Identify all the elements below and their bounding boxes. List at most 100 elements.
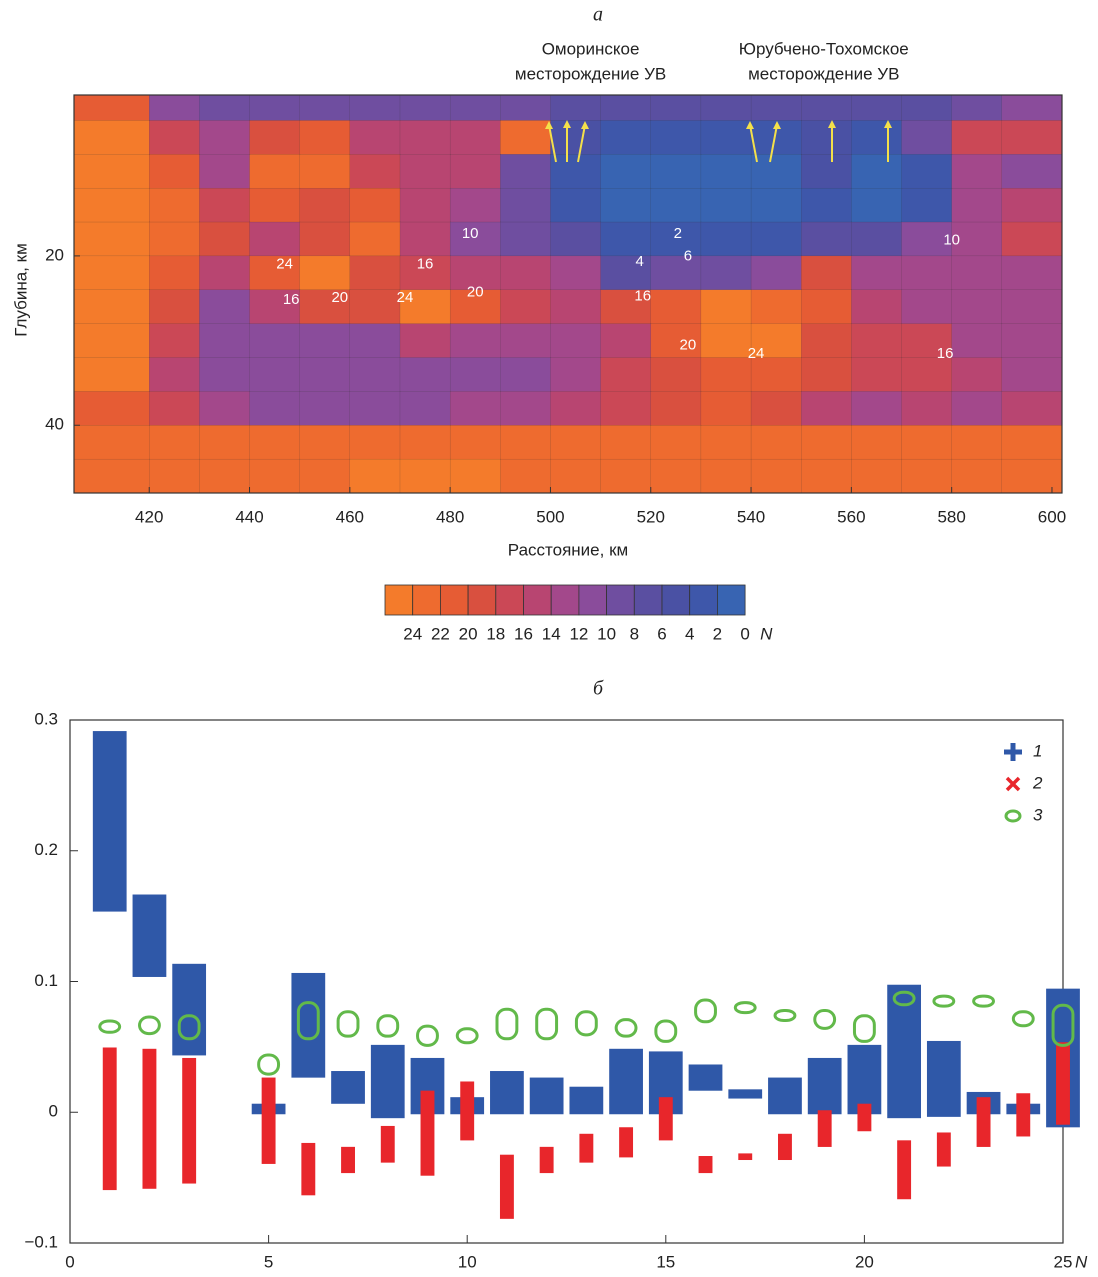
range-cross <box>539 1146 554 1174</box>
contour-cell <box>349 95 401 122</box>
contour-cell <box>449 425 501 460</box>
contour-cell <box>449 120 501 155</box>
contour-cell <box>199 425 251 460</box>
contour-cell <box>951 458 1003 493</box>
contour-cell <box>750 255 802 291</box>
contour-label: 20 <box>680 337 697 354</box>
contour-cell <box>700 120 752 155</box>
x-tick-label: 480 <box>436 507 464 526</box>
contour-cell <box>901 120 953 155</box>
contour-cell <box>650 187 702 223</box>
contour-cell <box>550 221 602 257</box>
contour-cell <box>750 357 802 393</box>
contour-cell <box>851 458 903 493</box>
contour-cell <box>500 255 552 291</box>
range-plus <box>490 1071 524 1115</box>
y-tick-label: 20 <box>45 245 64 264</box>
contour-cell <box>199 289 251 325</box>
contour-cell <box>149 357 201 393</box>
x-tick-label: 0 <box>65 1252 74 1271</box>
contour-cell <box>901 458 953 493</box>
contour-cell <box>74 95 150 122</box>
range-circle <box>1051 1003 1075 1047</box>
colorbar-box <box>689 584 718 616</box>
contour-cell <box>550 255 602 291</box>
contour-cell <box>1001 120 1062 155</box>
range-circle <box>455 1027 479 1045</box>
contour-cell <box>399 458 451 493</box>
colorbar-label: 8 <box>630 624 639 643</box>
contour-cell <box>750 391 802 426</box>
y-tick-label: 0.1 <box>34 971 58 990</box>
contour-cell <box>951 221 1003 257</box>
range-cross <box>658 1097 673 1141</box>
contour-cell <box>801 95 853 122</box>
contour-cell <box>1001 323 1062 359</box>
contour-cell <box>700 187 752 223</box>
range-circle <box>98 1019 122 1034</box>
contour-cell <box>199 391 251 426</box>
annotation: Юрубчено-Тохомское <box>739 39 909 58</box>
contour-cell <box>851 95 903 122</box>
contour-cell <box>650 425 702 460</box>
colorbar-label: 6 <box>657 624 666 643</box>
contour-cell <box>399 187 451 223</box>
contour-cell <box>600 425 652 460</box>
contour-cell <box>851 391 903 426</box>
contour-cell <box>199 323 251 359</box>
contour-cell <box>750 154 802 189</box>
contour-cell <box>801 391 853 426</box>
contour-cell <box>901 289 953 325</box>
contour-cell <box>74 255 150 291</box>
contour-label: 2 <box>674 225 682 242</box>
range-cross <box>817 1110 832 1147</box>
contour-cell <box>1001 221 1062 257</box>
arrow-head <box>545 121 553 129</box>
contour-cell <box>149 255 201 291</box>
contour-cell <box>249 95 301 122</box>
x-tick-label: 520 <box>637 507 665 526</box>
contour-cell <box>74 289 150 325</box>
x-tick-label: 440 <box>235 507 263 526</box>
contour-cell <box>449 154 501 189</box>
contour-cell <box>700 289 752 325</box>
contour-label: 10 <box>462 225 479 242</box>
range-circle <box>733 1001 757 1015</box>
contour-cell <box>851 255 903 291</box>
contour-label: 24 <box>397 289 414 306</box>
contour-cell <box>299 95 351 122</box>
contour-cell <box>851 289 903 325</box>
contour-cell <box>700 221 752 257</box>
plot-frame-b <box>69 719 1064 1244</box>
contour-cell <box>349 187 401 223</box>
colorbar-label: 12 <box>569 624 588 643</box>
range-cross <box>738 1153 753 1161</box>
contour-cell <box>550 425 602 460</box>
contour-cell <box>249 289 301 325</box>
contour-cell <box>600 357 652 393</box>
contour-cell <box>700 255 752 291</box>
range-circle <box>535 1007 559 1041</box>
x-tick-label: 500 <box>536 507 564 526</box>
contour-label: 10 <box>943 232 960 249</box>
contour-cell <box>199 458 251 493</box>
colorbar-box <box>717 584 746 616</box>
contour-cell <box>399 357 451 393</box>
contour-cell <box>74 425 150 460</box>
range-circle <box>495 1007 519 1041</box>
contour-cell <box>951 95 1003 122</box>
contour-cell <box>149 323 201 359</box>
contour-cell <box>650 458 702 493</box>
contour-cell <box>700 95 752 122</box>
contour-cell <box>650 255 702 291</box>
contour-cell <box>249 187 301 223</box>
contour-cell <box>600 221 652 257</box>
contour-cell <box>249 458 301 493</box>
panel-label: а <box>593 4 603 26</box>
contour-cell <box>1001 425 1062 460</box>
range-plus <box>331 1071 365 1104</box>
x-tick-label: 10 <box>458 1252 477 1271</box>
contour-cell <box>901 154 953 189</box>
contour-cell <box>801 458 853 493</box>
contour-cell <box>399 221 451 257</box>
